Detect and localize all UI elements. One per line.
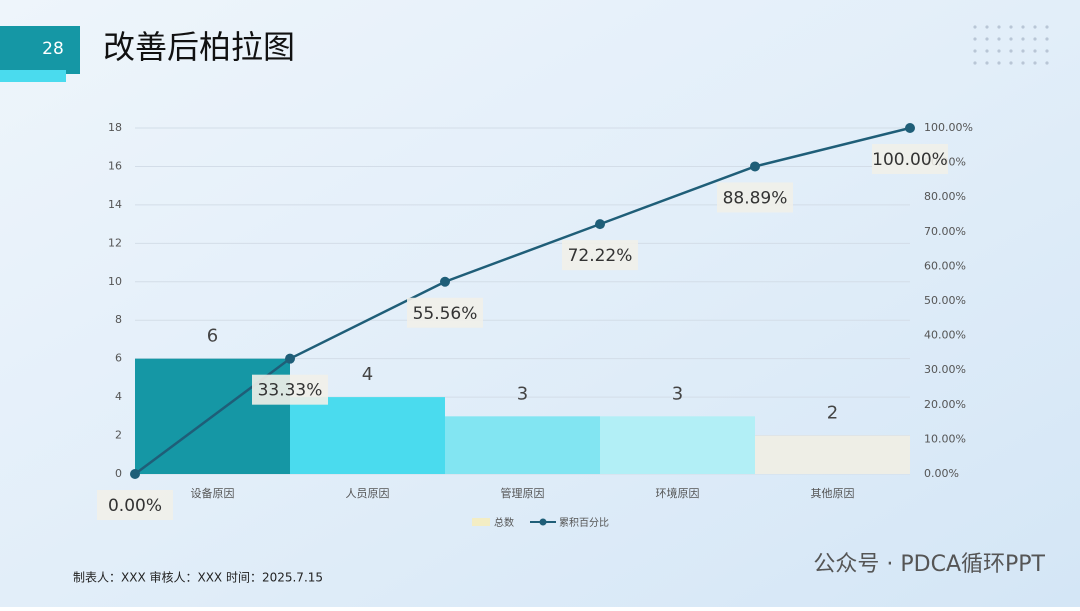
y-tick-label: 2 [115,429,122,442]
bar-value-label: 3 [672,383,683,404]
line-value-label: 33.33% [258,381,323,401]
y2-tick-label: 70.00% [924,225,966,238]
line-value-label: 100.00% [872,150,948,170]
page-number-box [0,26,80,74]
y2-tick-label: 30.00% [924,363,966,376]
bar-value-label: 6 [207,326,218,347]
y-tick-label: 16 [108,159,122,172]
y2-tick-label: 10.00% [924,432,966,445]
line-label-box [717,182,793,213]
page-number-accent [0,70,66,82]
y2-tick-label: 50.00% [924,294,966,307]
legend-marker [539,518,547,526]
bar-value-label: 3 [517,383,528,404]
bar [755,435,910,474]
line-value-label: 72.22% [568,246,633,266]
legend-label: 总数 [494,516,514,529]
bar [600,416,755,474]
line-label-box [97,490,173,520]
line-point [595,219,605,230]
y2-tick-label: 40.00% [924,329,966,342]
line-value-label: 0.00% [108,496,162,516]
bar [445,416,600,474]
x-tick-label: 设备原因 [191,486,235,500]
x-tick-label: 其他原因 [811,487,855,500]
line-label-box [252,374,328,405]
y-tick-label: 18 [108,121,122,134]
bar-value-label: 4 [362,364,373,385]
y-tick-label: 10 [108,275,122,288]
line-label-box [562,240,638,271]
y-tick-label: 14 [108,198,122,211]
line-point [440,276,450,287]
y-tick-label: 4 [115,390,122,403]
line-label-box [407,297,483,328]
bar-value-label: 2 [827,403,838,424]
y2-tick-label: 0.00% [924,467,959,480]
line-point [285,353,295,364]
y2-tick-label: 80.00% [924,190,966,203]
y-tick-label: 0 [115,467,122,480]
y-tick-label: 6 [115,352,122,365]
legend-label: 累积百分比 [559,517,609,529]
y2-tick-label: 100.00% [924,121,973,134]
x-tick-label: 人员原因 [346,487,390,500]
line-point [130,469,140,479]
x-tick-label: 管理原因 [501,486,545,500]
footer: 制表人：XXX 审核人：XXX 时间：2025.7.15 [73,570,323,585]
bar [290,397,445,474]
y-tick-label: 12 [108,236,122,249]
line-value-label: 88.89% [723,188,788,208]
y-tick-label: 8 [115,313,122,326]
page-number: 28 [42,39,64,59]
slide-title: 改善后柏拉图 [103,28,295,66]
line-label-box [872,144,948,174]
line-point [905,123,915,133]
line-point [750,161,760,172]
y2-tick-label: 60.00% [924,259,966,272]
dot-decoration [972,20,1056,72]
x-tick-label: 环境原因 [656,486,700,500]
y2-tick-label: 20.00% [924,398,966,411]
watermark: 公众号 · PDCA循环PPT [813,552,1045,577]
legend-swatch [472,518,490,526]
line-value-label: 55.56% [413,304,478,324]
